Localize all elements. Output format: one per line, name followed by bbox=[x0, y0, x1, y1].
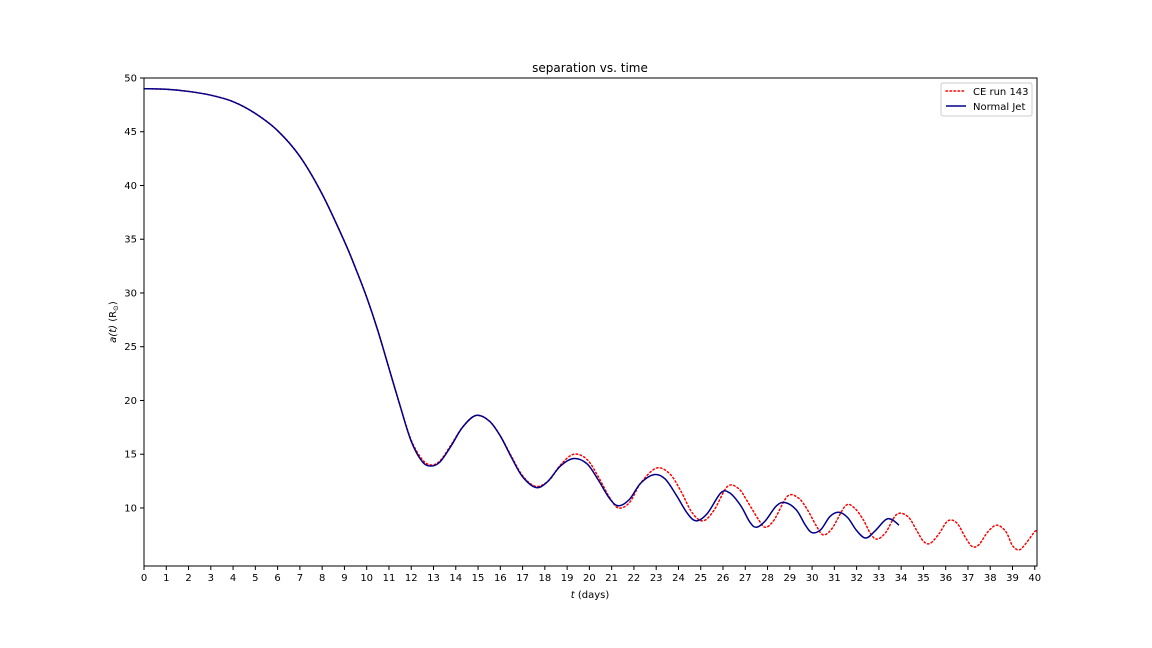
x-tick-label: 40 bbox=[1028, 573, 1041, 584]
x-tick-label: 29 bbox=[783, 573, 796, 584]
x-tick-label: 10 bbox=[360, 573, 373, 584]
x-tick-label: 11 bbox=[383, 573, 396, 584]
x-axis-label: t (days) bbox=[571, 590, 610, 601]
x-axis: 0 1 2 3 4 5 6 7 8 9 10 11 12 13 14 15 16 17 18 19 20 21 22 23 24… bbox=[141, 566, 1041, 584]
legend-label-normal-jet: Normal Jet bbox=[973, 102, 1025, 113]
x-tick-label: 27 bbox=[739, 573, 752, 584]
x-tick-label: 1 bbox=[163, 573, 169, 584]
x-tick-label: 21 bbox=[605, 573, 618, 584]
x-tick-label: 33 bbox=[873, 573, 886, 584]
x-tick-label: 34 bbox=[895, 573, 908, 584]
y-tick-label: 50 bbox=[124, 74, 137, 85]
series-line-normal-jet bbox=[143, 88, 900, 539]
x-tick-label: 12 bbox=[405, 573, 418, 584]
x-tick-label: 25 bbox=[694, 573, 707, 584]
legend-label-ce-run-143: CE run 143 bbox=[973, 87, 1029, 98]
x-tick-label: 5 bbox=[252, 573, 258, 584]
x-tick-label: 2 bbox=[185, 573, 191, 584]
x-tick-label: 4 bbox=[230, 573, 236, 584]
x-tick-label: 36 bbox=[939, 573, 952, 584]
x-tick-label: 0 bbox=[141, 573, 147, 584]
y-axis-label-sub: ⊙ bbox=[112, 305, 120, 311]
x-tick-label: 6 bbox=[274, 573, 280, 584]
x-tick-label: 37 bbox=[962, 573, 975, 584]
x-tick-label: 28 bbox=[761, 573, 774, 584]
x-axis-label-var: t bbox=[571, 590, 576, 601]
x-tick-label: 32 bbox=[850, 573, 863, 584]
x-tick-label: 8 bbox=[319, 573, 325, 584]
x-axis-label-unit: (days) bbox=[575, 590, 610, 601]
y-tick-label: 45 bbox=[124, 127, 137, 138]
x-tick-label: 31 bbox=[828, 573, 841, 584]
y-tick-label: 20 bbox=[124, 396, 137, 407]
x-tick-label: 15 bbox=[472, 573, 485, 584]
x-tick-label: 7 bbox=[297, 573, 303, 584]
plot-frame bbox=[143, 77, 1038, 567]
y-tick-label: 35 bbox=[124, 235, 137, 246]
x-tick-label: 39 bbox=[1006, 573, 1019, 584]
x-tick-label: 19 bbox=[561, 573, 574, 584]
x-tick-label: 38 bbox=[984, 573, 997, 584]
x-tick-label: 14 bbox=[449, 573, 462, 584]
x-tick-label: 30 bbox=[806, 573, 819, 584]
x-tick-label: 35 bbox=[917, 573, 930, 584]
y-tick-label: 40 bbox=[124, 181, 137, 192]
legend: CE run 143 Normal Jet bbox=[940, 82, 1033, 117]
x-tick-label: 17 bbox=[516, 573, 529, 584]
y-axis-label-var: a(t) bbox=[108, 325, 119, 343]
y-axis: 10 15 20 25 30 35 40 45 50 bbox=[124, 74, 144, 514]
x-tick-label: 23 bbox=[650, 573, 663, 584]
x-tick-label: 3 bbox=[208, 573, 214, 584]
x-tick-label: 22 bbox=[628, 573, 641, 584]
plot-area bbox=[143, 88, 1038, 551]
x-tick-label: 13 bbox=[427, 573, 440, 584]
x-tick-label: 26 bbox=[717, 573, 730, 584]
x-tick-label: 9 bbox=[341, 573, 347, 584]
y-axis-label-unit: (R bbox=[108, 311, 119, 325]
x-tick-label: 16 bbox=[494, 573, 507, 584]
x-tick-label: 20 bbox=[583, 573, 596, 584]
y-tick-label: 15 bbox=[124, 450, 137, 461]
y-axis-label-close: ) bbox=[108, 301, 119, 305]
y-tick-label: 25 bbox=[124, 342, 137, 353]
x-tick-label: 24 bbox=[672, 573, 685, 584]
y-tick-label: 10 bbox=[124, 503, 137, 514]
x-tick-label: 18 bbox=[538, 573, 551, 584]
y-axis-label: a(t) (R⊙) bbox=[108, 301, 120, 343]
chart-title: separation vs. time bbox=[532, 61, 648, 75]
y-tick-label: 30 bbox=[124, 288, 137, 299]
